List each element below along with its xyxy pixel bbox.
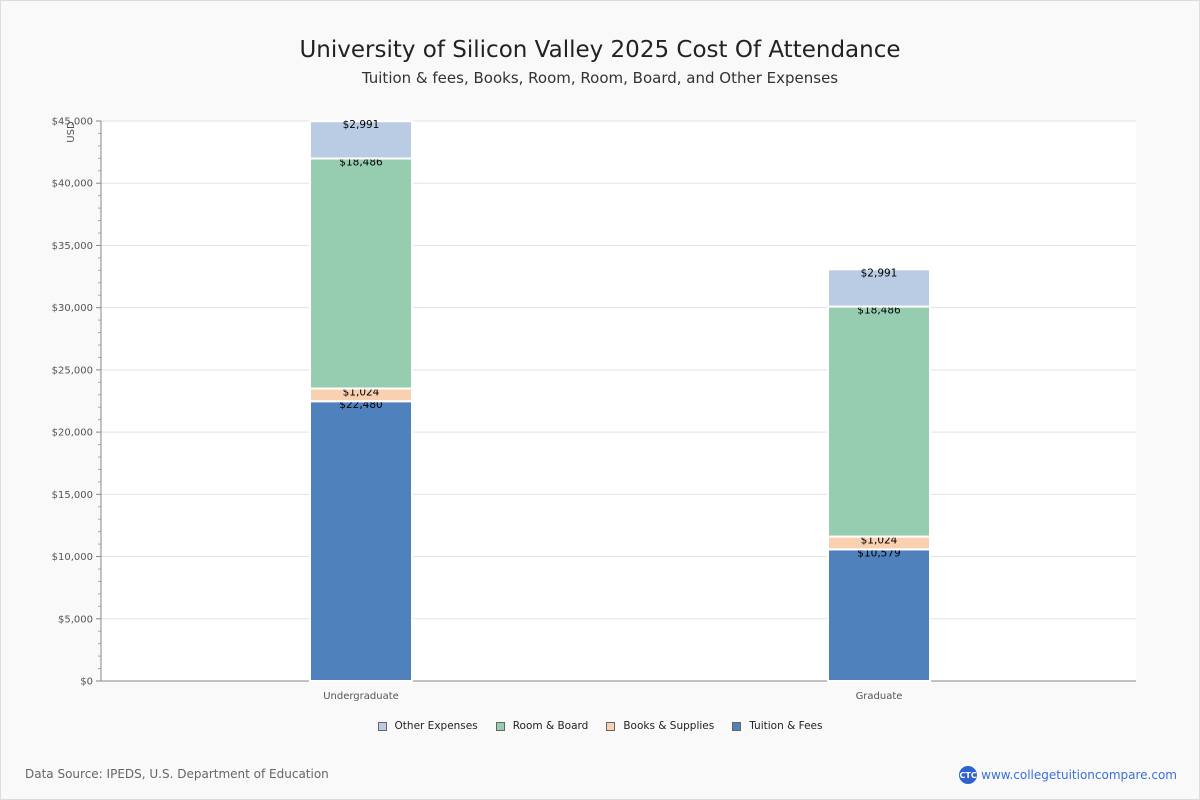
bar-segment <box>827 305 931 538</box>
y-tick-label: $40,000 <box>52 179 93 190</box>
bar-segment <box>827 268 931 308</box>
y-tick-label: $20,000 <box>52 428 93 439</box>
y-axis-title: USD <box>66 121 77 143</box>
chart-subtitle: Tuition & fees, Books, Room, Room, Board… <box>361 69 839 87</box>
data-label: $18,486 <box>339 156 383 168</box>
legend-item[interactable]: Other Expenses <box>377 720 478 732</box>
y-tick-label: $45,000 <box>52 117 93 128</box>
data-source: Data Source: IPEDS, U.S. Department of E… <box>25 767 329 781</box>
y-tick-label: $0 <box>80 677 93 688</box>
legend-item[interactable]: Room & Board <box>495 720 589 732</box>
y-tick-label: $10,000 <box>52 552 93 563</box>
brand-url: www.collegetuitioncompare.com <box>981 768 1177 782</box>
legend-swatch <box>377 721 387 731</box>
legend-label: Other Expenses <box>394 720 478 732</box>
legend-swatch <box>495 721 505 731</box>
y-tick-label: $30,000 <box>52 303 93 314</box>
legend-item[interactable]: Tuition & Fees <box>732 720 822 732</box>
legend: Other Expenses Room & Board Books & Suppli… <box>1 720 1199 732</box>
data-label: $18,486 <box>857 305 901 317</box>
ctc-logo-icon: CTC <box>959 766 978 784</box>
x-tick-label: Undergraduate <box>323 691 399 702</box>
bar-segment <box>827 548 931 682</box>
plot-background <box>101 121 1136 681</box>
chart-title: University of Silicon Valley 2025 Cost O… <box>299 37 901 63</box>
y-tick-label: $25,000 <box>52 365 93 376</box>
bar-segment <box>309 157 413 390</box>
bar-segment <box>309 120 413 160</box>
data-label: $2,991 <box>343 119 380 131</box>
y-tick-label: $5,000 <box>58 614 93 625</box>
data-label: $2,991 <box>861 267 898 279</box>
legend-swatch <box>606 721 616 731</box>
y-tick-label: $15,000 <box>52 490 93 501</box>
x-tick-label: Graduate <box>856 691 903 702</box>
legend-item[interactable]: Books & Supplies <box>606 720 714 732</box>
legend-label: Books & Supplies <box>623 720 715 732</box>
data-label: $22,480 <box>339 399 382 411</box>
bar-segment <box>309 400 413 682</box>
legend-swatch <box>732 721 742 731</box>
brand-link[interactable]: CTC www.collegetuitioncompare.com <box>959 766 1177 784</box>
y-tick-label: $35,000 <box>52 241 93 252</box>
legend-label: Tuition & Fees <box>749 720 823 732</box>
legend-label: Room & Board <box>512 720 589 732</box>
